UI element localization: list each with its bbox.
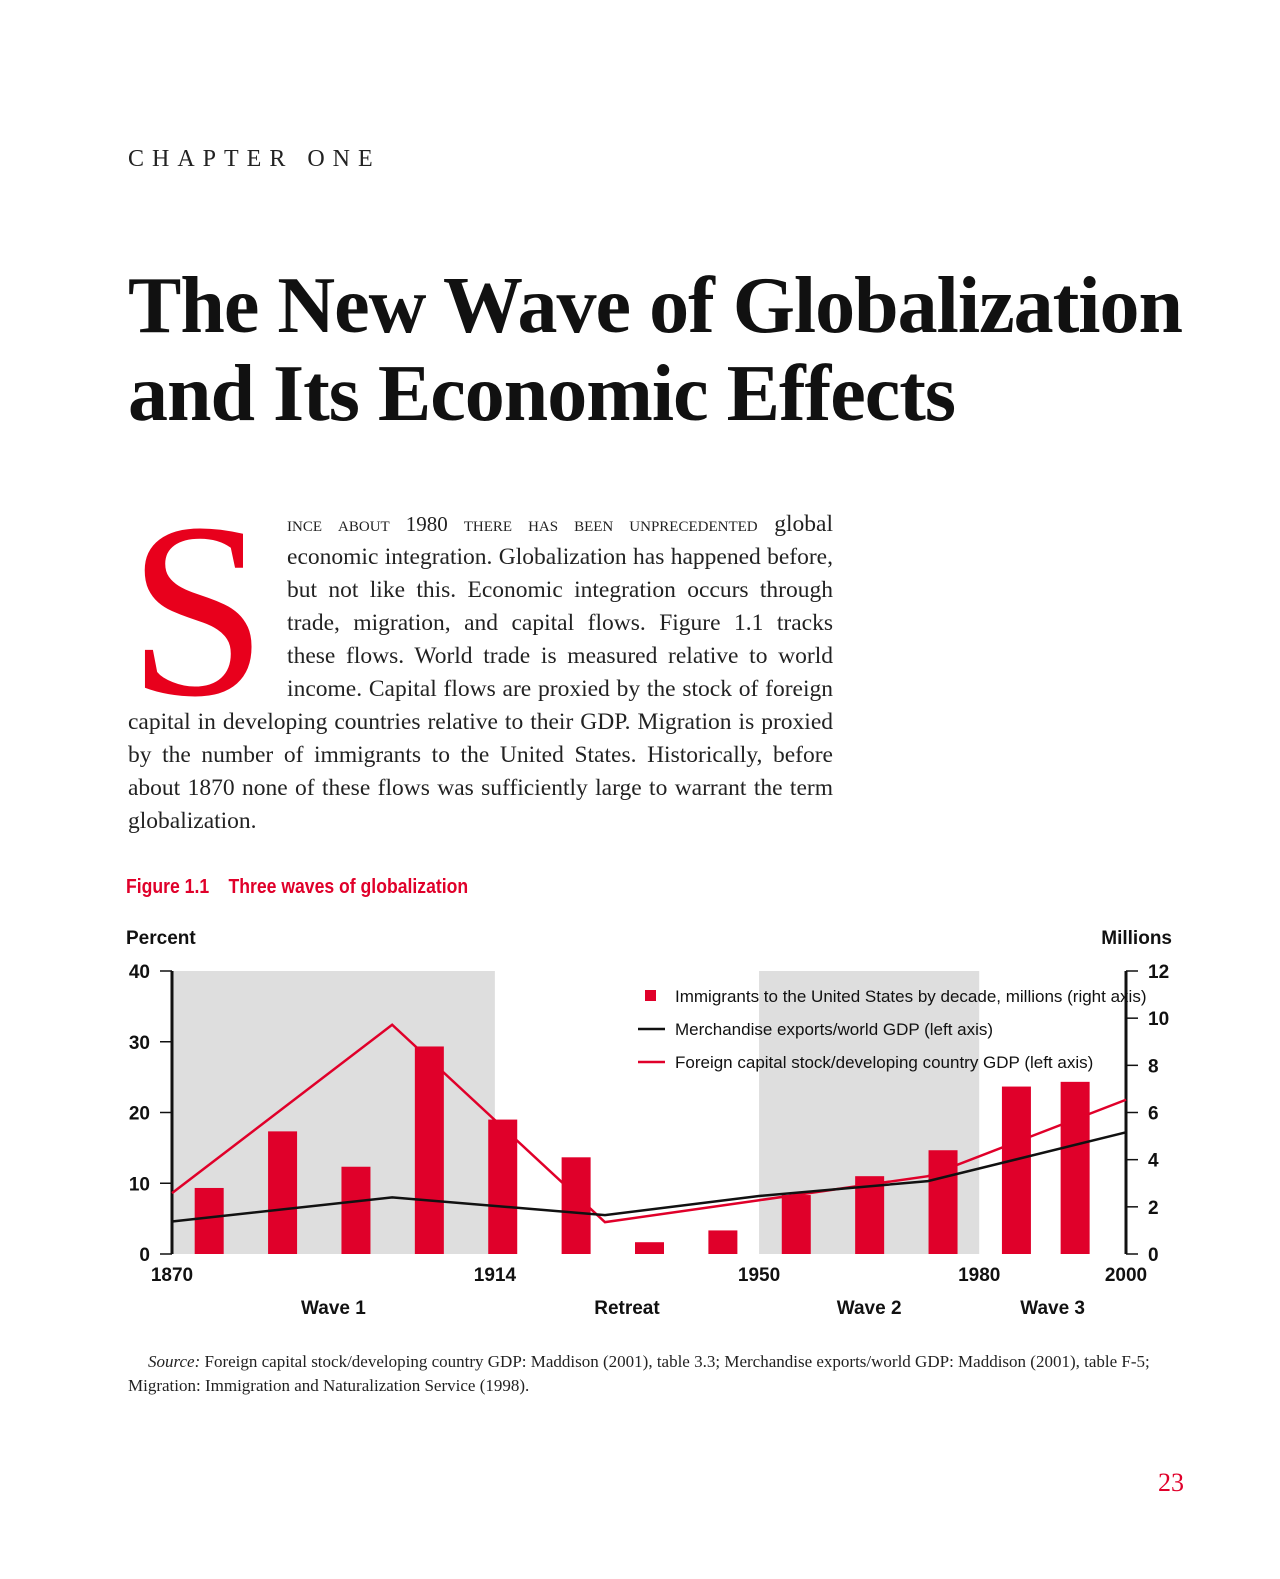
body-text: global economic integration. Globalizati…	[128, 511, 834, 834]
x-tick-label: 2000	[1105, 1265, 1147, 1286]
series-line	[171, 1131, 1127, 1223]
left-tick-label: 20	[129, 1104, 150, 1125]
immigrants-bar	[635, 1242, 664, 1254]
immigrants-bar	[855, 1176, 885, 1254]
right-tick-label: 8	[1148, 1056, 1159, 1077]
immigrants-bar	[194, 1187, 224, 1254]
right-tick-label: 10	[1148, 1009, 1169, 1030]
title-line-2: and Its Economic Effects	[128, 350, 956, 438]
figure-caption: Figure 1.1 Three waves of globalization	[126, 876, 487, 899]
drop-cap: S	[128, 472, 268, 749]
lead-in: ince about 1980 there has been unprecede…	[287, 512, 758, 536]
x-tick-label: 1870	[151, 1265, 193, 1286]
immigrants-bar	[341, 1166, 371, 1254]
source-note: Source: Foreign capital stock/developing…	[128, 1350, 1178, 1398]
figure-title: Three waves of globalization	[228, 876, 469, 898]
chapter-label: CHAPTER ONE	[128, 146, 381, 172]
immigrants-bar	[1001, 1086, 1031, 1254]
immigrants-bar	[781, 1195, 811, 1254]
x-tick-label: 1950	[738, 1265, 780, 1286]
right-tick-label: 12	[1148, 962, 1169, 983]
right-tick-label: 4	[1148, 1151, 1159, 1172]
immigrants-bar	[414, 1046, 444, 1254]
series-line	[171, 1023, 1127, 1224]
figure-number: Figure 1.1	[126, 876, 210, 898]
left-tick-label: 40	[129, 962, 150, 983]
legend-label: Immigrants to the United States by decad…	[675, 987, 1146, 1006]
left-axis-label: Percent	[126, 928, 196, 949]
immigrants-bar	[268, 1131, 298, 1254]
period-label: Retreat	[594, 1298, 660, 1319]
immigrants-bar	[488, 1119, 518, 1254]
chapter-title: The New Wave of Globalization and Its Ec…	[128, 262, 1183, 438]
x-tick-label: 1914	[474, 1265, 517, 1286]
right-tick-label: 2	[1148, 1198, 1159, 1219]
right-axis-label: Millions	[1101, 928, 1172, 949]
legend-bar-swatch	[645, 990, 656, 1001]
period-label: Wave 1	[301, 1298, 366, 1319]
x-tick-label: 1980	[958, 1265, 1000, 1286]
title-line-1: The New Wave of Globalization	[128, 262, 1183, 350]
immigrants-bar	[708, 1230, 738, 1254]
period-label: Wave 3	[1020, 1298, 1085, 1319]
page-number: 23	[1158, 1468, 1184, 1497]
left-tick-label: 0	[139, 1245, 150, 1266]
legend-label: Merchandise exports/world GDP (left axis…	[675, 1020, 993, 1039]
chart: Percent Millions 0 10 20 30 40 0 2 4 6 8 10 12 1870 191…	[126, 928, 1172, 1319]
source-text: Foreign capital stock/developing country…	[128, 1352, 1150, 1395]
right-tick-label: 0	[1148, 1245, 1159, 1266]
source-label: Source:	[148, 1352, 201, 1371]
period-label: Wave 2	[837, 1298, 902, 1319]
immigrants-bar	[1060, 1081, 1090, 1254]
legend-label: Foreign capital stock/developing country…	[675, 1053, 1093, 1072]
right-tick-label: 6	[1148, 1104, 1159, 1125]
left-tick-label: 30	[129, 1033, 150, 1054]
left-tick-label: 10	[129, 1174, 150, 1195]
